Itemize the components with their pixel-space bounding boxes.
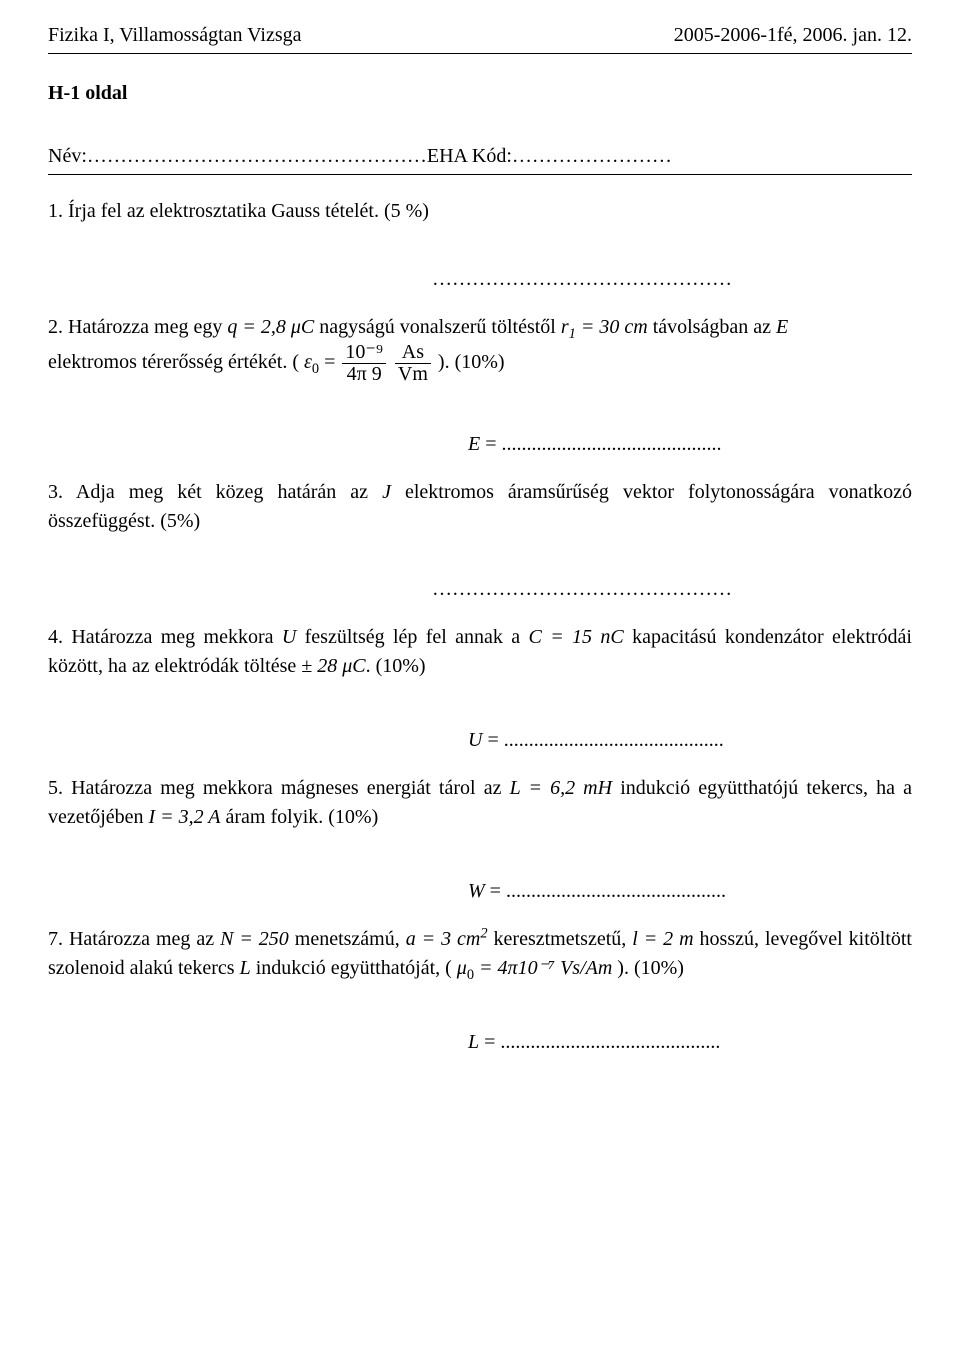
page-label: H-1 oldal [48,82,912,105]
q7-a-expr: a = 3 cm2 [406,928,488,950]
q7-mu-rest: = 4π10⁻⁷ Vs/Am [474,957,612,979]
q4-qval: ± 28 μC [301,655,365,677]
q4-answer: U = ....................................… [48,729,912,752]
q4-a: 4. Határozza meg mekkora [48,626,282,648]
q7-mu: μ [457,957,467,979]
q2-pre: 2. Határozza meg egy [48,316,227,338]
q2-r-sub: 1 [569,326,576,342]
q2-frac1: 10⁻⁹4π 9 [342,342,386,385]
page: Fizika I, Villamosságtan Vizsga 2005-200… [0,0,960,1078]
q5-a: 5. Határozza meg mekkora mágneses energi… [48,777,510,799]
name-label: Név: [48,145,87,167]
q7-e: indukció együtthatóját, ( [251,957,457,979]
question-5: 5. Határozza meg mekkora mágneses energi… [48,774,912,832]
question-4: 4. Határozza meg mekkora U feszültség lé… [48,623,912,681]
q5-L: L = 6,2 mH [510,777,613,799]
eha-label: EHA Kód: [427,145,512,167]
name-row: Név:……………………………………………EHA Kód:…………………… [48,145,912,168]
q2-eps: ε [304,351,312,373]
q1-answer-dots: ……………………………………… [48,268,912,291]
q4-C: C = 15 nC [529,626,624,648]
q7-answer: L = ....................................… [48,1031,912,1054]
q3-J: J [382,481,391,503]
q2-answer-dots: = ......................................… [480,433,721,455]
header-rule [48,53,912,54]
q2-frac2-num: As [395,342,431,363]
q3-answer-dots: ……………………………………… [48,578,912,601]
q5-answer-dots: = ......................................… [485,880,726,902]
name-dots: …………………………………………… [87,145,427,167]
q2-frac1-num: 10⁻⁹ [342,342,386,363]
q2-frac1-den: 4π 9 [342,363,386,385]
q5-answer-label: W [468,880,485,902]
q2-answer: E = ....................................… [48,433,912,456]
q7-Lvar: L [240,957,251,979]
question-3: 3. Adja meg két közeg határán az J elekt… [48,478,912,536]
q2-line2a: elektromos térerősség értékét. ( [48,351,304,373]
q4-answer-label: U [468,729,482,751]
q4-d: . (10%) [366,655,426,677]
q4-b: feszültség lép fel annak a [296,626,528,648]
header: Fizika I, Villamosságtan Vizsga 2005-200… [48,24,912,47]
q2-mid2: távolságban az [648,316,776,338]
q2-r-expr: r1 = 30 cm [561,316,648,338]
q7-l: l = 2 m [632,928,693,950]
question-1: 1. Írja fel az elektrosztatika Gauss tét… [48,197,912,226]
q2-close: ). (10%) [433,351,505,373]
q7-answer-label: L [468,1031,479,1053]
header-left: Fizika I, Villamosságtan Vizsga [48,24,302,47]
q2-answer-label: E [468,433,480,455]
question-7: 7. Határozza meg az N = 250 menetszámú, … [48,925,912,983]
q7-c: keresztmetszetű, [488,928,633,950]
q5-c: áram folyik. (10%) [221,806,379,828]
name-rule [48,174,912,175]
q7-b: menetszámú, [289,928,406,950]
q3-a: 3. Adja meg két közeg határán az [48,481,382,503]
q7-a-sup: 2 [480,925,487,941]
header-right: 2005-2006-1fé, 2006. jan. 12. [674,24,912,47]
q2-eq: = [319,351,340,373]
q2-q-expr: q = 2,8 μC [227,316,314,338]
q4-U: U [282,626,296,648]
q7-mu-sub: 0 [467,967,474,983]
q7-N: N = 250 [220,928,289,950]
q4-answer-dots: = ......................................… [482,729,723,751]
eha-dots: …………………… [512,145,672,167]
q2-mid1: nagyságú vonalszerű töltéstől [314,316,561,338]
q7-a: 7. Határozza meg az [48,928,220,950]
q2-frac2: AsVm [395,342,431,385]
q5-answer: W = ....................................… [48,880,912,903]
q2-E: E [776,316,788,338]
q5-I: I = 3,2 A [149,806,221,828]
q2-frac2-den: Vm [395,363,431,385]
q7-a-var: a = 3 cm [406,928,481,950]
q7-f: ). (10%) [612,957,684,979]
question-2: 2. Határozza meg egy q = 2,8 μC nagyságú… [48,313,912,385]
q2-r-rest: = 30 cm [576,316,648,338]
q7-answer-dots: = ......................................… [479,1031,720,1053]
q2-r-var: r [561,316,569,338]
